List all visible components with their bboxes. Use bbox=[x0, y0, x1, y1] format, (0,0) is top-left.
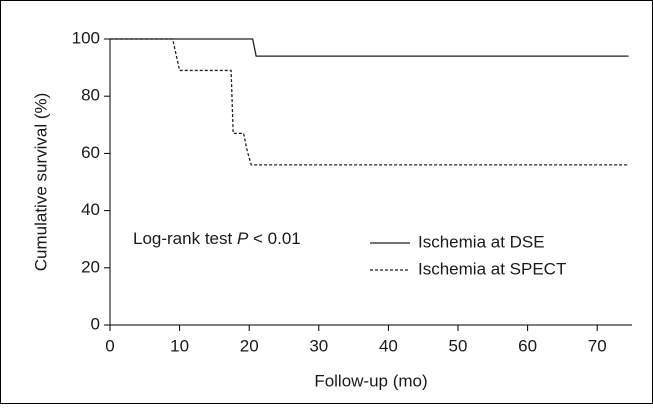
annotation: Log-rank test P < 0.01 bbox=[133, 229, 301, 248]
x-tick-label: 70 bbox=[588, 336, 607, 355]
annotation-text: Log-rank test bbox=[133, 229, 237, 248]
annotation-italic: P bbox=[237, 229, 249, 248]
y-tick-label: 100 bbox=[72, 28, 100, 47]
x-tick-label: 40 bbox=[379, 336, 398, 355]
annotation-rest: < 0.01 bbox=[248, 229, 300, 248]
y-tick-label: 60 bbox=[81, 143, 100, 162]
x-axis-label: Follow-up (mo) bbox=[314, 371, 427, 390]
y-tick-label: 20 bbox=[81, 257, 100, 276]
legend-label: Ischemia at SPECT bbox=[418, 259, 566, 278]
x-tick-label: 30 bbox=[309, 336, 328, 355]
y-axis-label: Cumulative survival (%) bbox=[31, 93, 50, 272]
y-tick-label: 0 bbox=[91, 314, 100, 333]
y-tick-label: 80 bbox=[81, 86, 100, 105]
x-tick-label: 10 bbox=[170, 336, 189, 355]
x-tick-label: 0 bbox=[105, 336, 114, 355]
x-tick-label: 50 bbox=[449, 336, 468, 355]
survival-line bbox=[110, 38, 629, 57]
x-tick-label: 20 bbox=[240, 336, 259, 355]
survival-line bbox=[110, 38, 629, 166]
y-tick-label: 40 bbox=[81, 200, 100, 219]
legend-label: Ischemia at DSE bbox=[418, 232, 545, 251]
x-tick-label: 60 bbox=[518, 336, 537, 355]
